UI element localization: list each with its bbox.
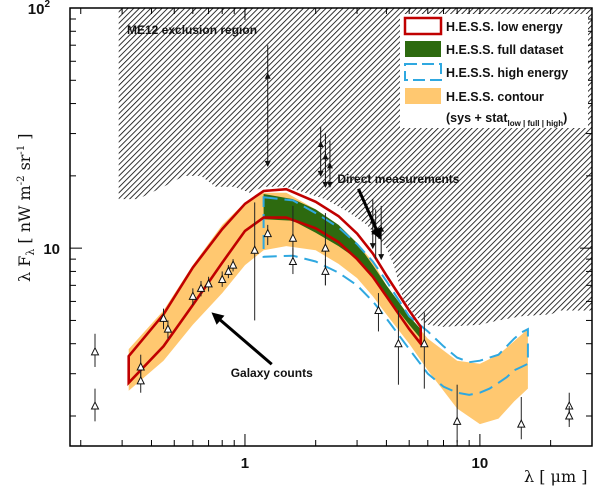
galaxy-count-point (90, 388, 100, 422)
galaxy-count-point (228, 259, 238, 272)
legend-swatch (405, 88, 441, 104)
galaxy-count-marker (196, 283, 206, 292)
galaxy-count-point (394, 310, 403, 385)
legend-label: H.E.S.S. low energy (446, 20, 563, 34)
direct-measurement-arrowhead (378, 254, 385, 261)
y-tick-label: 102 (28, 0, 51, 18)
galaxy-count-marker (452, 416, 462, 425)
galaxy-count-marker (90, 400, 100, 410)
direct-measurement-point (322, 133, 329, 188)
legend-contour-note: (sys + statlow | full | high) (446, 111, 567, 128)
galaxy-count-marker (374, 305, 383, 314)
high-energy-band (262, 196, 529, 396)
galaxy-count-marker (288, 233, 298, 242)
galaxy-count-marker (188, 291, 198, 300)
x-tick-label: 10 (472, 455, 489, 472)
galaxy-counts-annotation: Galaxy counts (211, 312, 313, 380)
galaxy-count-point (250, 202, 259, 321)
full-dataset-band (263, 194, 421, 339)
direct-measurement-arrowhead (326, 181, 333, 188)
legend-label: H.E.S.S. full dataset (446, 43, 564, 57)
galaxy-count-point (516, 396, 526, 440)
tick-labels: 1 10 10 102 (28, 0, 488, 472)
legend-label: H.E.S.S. high energy (446, 66, 568, 80)
low-energy-band (127, 187, 422, 387)
annotation-label: Direct measurements (337, 172, 459, 186)
galaxy-count-point (136, 354, 146, 378)
legend-entry-full: H.E.S.S. full dataset (405, 41, 564, 57)
galaxy-count-point (288, 248, 298, 275)
legend-entry-low: H.E.S.S. low energy (403, 16, 563, 36)
galaxy-count-point (564, 406, 574, 427)
galaxy-count-point (217, 271, 227, 287)
galaxy-count-marker (321, 243, 330, 252)
legend-entry-contour: H.E.S.S. contour (405, 88, 544, 104)
galaxy-count-marker (136, 375, 146, 385)
exclusion-region-label: ME12 exclusion region (127, 23, 257, 37)
x-tick-label: 1 (241, 455, 249, 472)
annotation-arrowhead (370, 226, 382, 241)
galaxy-count-marker (516, 419, 526, 428)
annotations: Galaxy counts Direct measurements (211, 172, 460, 380)
galaxy-count-marker (224, 266, 233, 275)
galaxy-count-point (321, 259, 330, 286)
galaxy-count-marker (250, 245, 259, 254)
galaxy-count-marker (228, 259, 238, 269)
galaxy-count-point (374, 293, 383, 332)
galaxy-count-point (90, 333, 100, 367)
legend-label: H.E.S.S. contour (446, 90, 544, 104)
galaxy-count-marker (288, 256, 298, 265)
legend-swatch (403, 16, 443, 36)
direct-measurement-point (264, 45, 271, 167)
direct-measurement-arrowhead (317, 170, 324, 177)
annotation-arrow-shaft (357, 188, 380, 234)
direct-measurement-marker (322, 153, 329, 160)
galaxy-count-point (204, 276, 213, 292)
legend-entry-high: H.E.S.S. high energy (404, 63, 568, 81)
direct-measurement-marker (264, 72, 271, 79)
direct-measurement-arrowhead (369, 243, 376, 250)
galaxy-count-point (452, 384, 462, 443)
galaxy-count-point (196, 280, 206, 297)
plot-frame (69, 7, 593, 447)
galaxy-count-point (163, 320, 173, 339)
direct-measurement-marker (326, 162, 333, 169)
galaxy-count-point (188, 288, 198, 305)
galaxy-count-point (420, 312, 429, 389)
legend: H.E.S.S. low energy H.E.S.S. full dataset… (400, 14, 588, 128)
direct-measurement-marker (317, 141, 324, 148)
galaxy-count-marker (564, 410, 574, 420)
direct-measurement-arrowhead (322, 181, 329, 188)
svg-text:λ Fλ [ nW m-2 sr-1 ]: λ Fλ [ nW m-2 sr-1 ] (15, 133, 37, 282)
contour-band (128, 192, 528, 425)
galaxy-count-marker (321, 266, 330, 275)
galaxy-count-marker (90, 346, 100, 356)
galaxy-count-marker (217, 274, 227, 284)
legend-swatch (404, 63, 442, 81)
galaxy-count-marker (204, 278, 213, 288)
galaxy-count-point (263, 224, 273, 246)
galaxy-count-marker (163, 324, 173, 333)
direct-measurement-point (317, 126, 324, 177)
axis-ticks (70, 7, 593, 446)
annotation-arrow-shaft (216, 316, 273, 366)
galaxy-count-marker (420, 338, 429, 348)
x-axis-title: λ [ μm ] (524, 467, 587, 486)
galaxy-count-marker (394, 338, 403, 348)
direct-measurement-point (326, 140, 333, 188)
annotation-arrowhead (211, 312, 225, 325)
galaxy-count-marker (136, 361, 146, 371)
direct-measurements-annotation: Direct measurements (337, 172, 460, 241)
galaxy-count-point (159, 308, 168, 330)
y-tick-label: 10 (43, 241, 60, 258)
galaxy-count-marker (159, 313, 168, 322)
galaxy-count-point (224, 265, 233, 279)
y-axis-title: λ Fλ [ nW m-2 sr-1 ] (15, 133, 37, 282)
annotation-label: Galaxy counts (231, 366, 313, 380)
legend-swatch (405, 41, 441, 57)
galaxy-count-marker (263, 228, 273, 238)
direct-measurement-arrowhead (264, 160, 271, 167)
